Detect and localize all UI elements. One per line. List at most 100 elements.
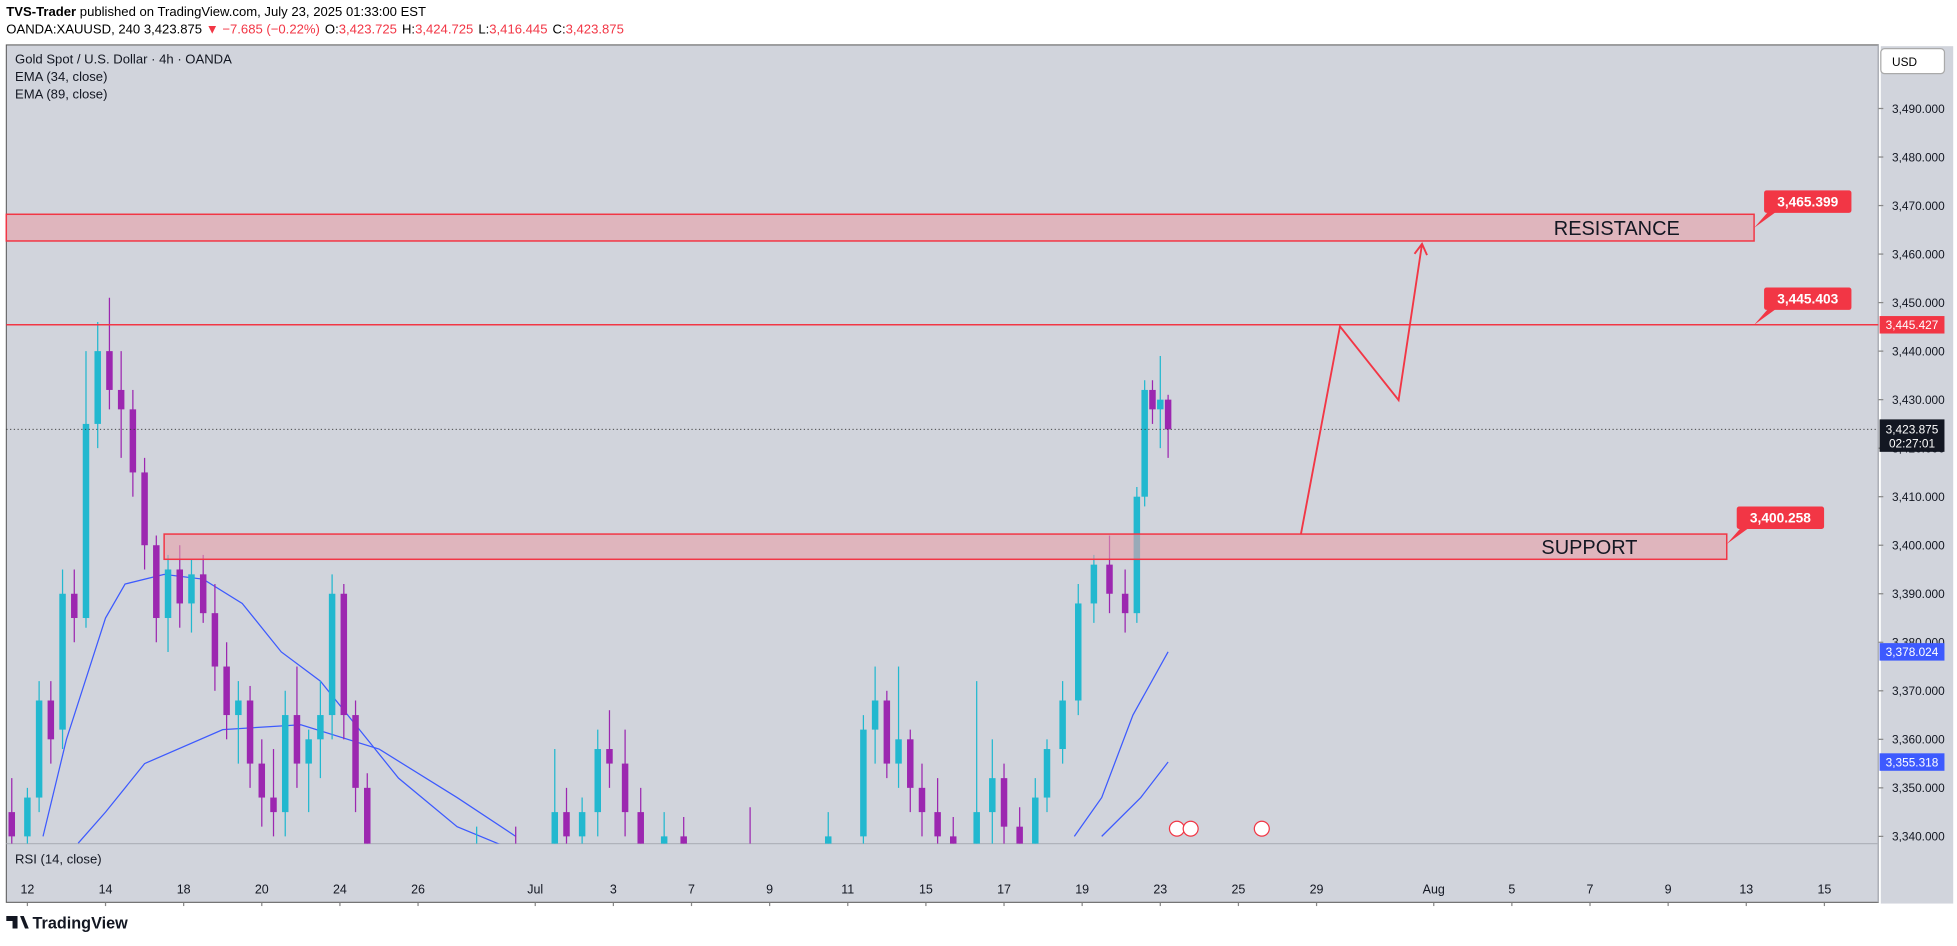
ohlc-key: L:: [478, 22, 489, 37]
axis-price-tag: [1879, 316, 1945, 334]
candle-body: [176, 569, 183, 604]
ema-tag: [1879, 643, 1945, 661]
callout-label: 3,465.399: [1777, 195, 1838, 210]
candle-body: [293, 715, 301, 764]
candle-body: [270, 797, 277, 813]
y-tick-label: 3,340.000: [1892, 830, 1945, 844]
callout-label: 3,445.403: [1777, 292, 1838, 307]
x-tick-label: 13: [1739, 883, 1753, 897]
candle-body: [551, 812, 559, 844]
ohlc-key: C:: [553, 22, 566, 37]
candle-body: [223, 666, 230, 716]
candle-body: [317, 715, 324, 740]
y-tick-label: 3,490.000: [1892, 102, 1945, 116]
x-tick-label: 24: [333, 883, 347, 897]
zone: [163, 533, 1728, 561]
candle-body: [117, 389, 125, 410]
x-tick-label: 29: [1310, 883, 1324, 897]
x-tick-label: 7: [688, 883, 695, 897]
x-tick-label: 23: [1153, 883, 1167, 897]
candle-body: [164, 569, 172, 619]
chart-pane: [5, 44, 1879, 903]
event-icon[interactable]: [1182, 820, 1199, 837]
x-tick-label: 9: [1665, 883, 1672, 897]
symbol: OANDA:XAUUSD, 240: [6, 22, 140, 37]
ohlc-value: 3,423.725: [339, 22, 397, 37]
candle-body: [621, 763, 629, 813]
candle-body: [895, 739, 902, 764]
candle-body: [235, 700, 242, 716]
x-tick-label: 5: [1508, 883, 1515, 897]
ohlc-key: O:: [325, 22, 339, 37]
last-price-label: 3,423.875: [1886, 423, 1939, 437]
candle-body: [281, 715, 289, 813]
zone-label: SUPPORT: [1541, 537, 1637, 559]
candle-body: [1075, 603, 1082, 701]
candle-body: [578, 812, 586, 837]
candle-body: [8, 812, 16, 837]
y-tick-label: 3,370.000: [1892, 684, 1945, 698]
candle-body: [153, 545, 160, 619]
candle-body: [24, 797, 31, 837]
candle-body: [606, 749, 613, 764]
arrow-head: [1413, 242, 1428, 256]
ema-line: [77, 724, 1169, 844]
candle-body: [59, 593, 66, 730]
x-tick-label: 15: [1817, 883, 1831, 897]
callout-label: 3,400.258: [1750, 511, 1811, 526]
candle-body: [637, 812, 644, 844]
zone: [5, 213, 1755, 242]
rsi-label: RSI (14, close): [15, 852, 102, 867]
x-tick-label: 20: [255, 883, 269, 897]
y-tick-label: 3,360.000: [1892, 733, 1945, 747]
legend-entry: EMA (89, close): [15, 87, 107, 102]
candle-body: [246, 700, 254, 764]
last: 3,423.875: [144, 22, 202, 37]
callout: [1736, 506, 1825, 529]
candle-body: [47, 700, 55, 740]
x-tick-label: 19: [1075, 883, 1089, 897]
candle-body: [883, 700, 891, 764]
ohlc-value: 3,424.725: [415, 22, 473, 37]
candle-body: [824, 836, 832, 844]
ema-tag-label: 3,378.024: [1886, 645, 1939, 659]
candle-body: [211, 613, 219, 667]
candle-body: [82, 423, 90, 619]
candle-body: [94, 351, 101, 424]
candle-body: [660, 836, 668, 844]
zone-label: RESISTANCE: [1554, 218, 1680, 240]
event-icon[interactable]: [1253, 820, 1270, 837]
x-tick-label: 3: [610, 883, 617, 897]
candle-body: [973, 812, 980, 844]
x-tick-label: 12: [20, 883, 34, 897]
countdown: 02:27:01: [1889, 436, 1936, 450]
ema-tag-label: 3,355.318: [1886, 755, 1939, 769]
candle-body: [129, 409, 137, 473]
callout: [1764, 190, 1852, 213]
candle-body: [141, 472, 148, 546]
y-tick-label: 3,470.000: [1892, 199, 1945, 213]
brand: TradingView: [33, 915, 129, 933]
x-tick-label: 15: [919, 883, 933, 897]
price-axis: [1880, 46, 1954, 904]
event-icon[interactable]: [1168, 820, 1186, 837]
candle-body: [352, 715, 359, 788]
candle-body: [71, 593, 78, 619]
y-tick-label: 3,430.000: [1892, 393, 1945, 407]
candle-body: [188, 574, 195, 604]
candle-body: [35, 700, 43, 798]
ema-tag: [1879, 753, 1945, 771]
x-tick-label: 7: [1587, 883, 1594, 897]
currency-button[interactable]: [1880, 48, 1946, 75]
legend-entry: EMA (34, close): [15, 69, 107, 84]
y-tick-label: 3,400.000: [1892, 539, 1945, 553]
change: ▼ −7.685 (−0.22%): [206, 22, 320, 37]
projection-path: [1300, 243, 1423, 535]
candle-body: [680, 836, 687, 844]
candle-body: [1149, 389, 1156, 410]
y-tick-label: 3,460.000: [1892, 247, 1945, 261]
y-tick-label: 3,480.000: [1892, 150, 1945, 164]
candle-body: [563, 812, 570, 837]
candle-body: [918, 787, 926, 813]
